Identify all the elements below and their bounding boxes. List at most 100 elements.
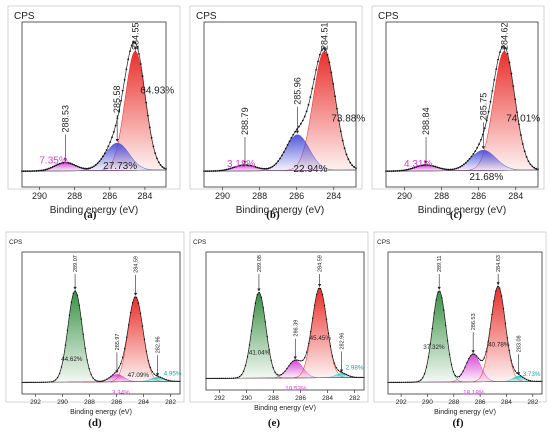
measured-point [485, 351, 487, 353]
measured-point [169, 380, 171, 382]
measured-point [278, 374, 280, 376]
measured-point [512, 366, 514, 368]
measured-point [122, 356, 124, 359]
measured-point [147, 360, 150, 362]
measured-point [55, 164, 58, 167]
measured-point [54, 379, 57, 381]
measured-point [94, 379, 96, 381]
component-percentage: 3.73% [523, 371, 541, 378]
measured-point [67, 162, 70, 164]
measured-point [62, 161, 65, 164]
measured-point [104, 379, 106, 381]
measured-point [108, 377, 110, 379]
plot-area [203, 21, 357, 188]
measured-point [330, 71, 333, 74]
peak-arrowhead [496, 282, 500, 286]
measured-point [84, 347, 86, 350]
measured-point [286, 143, 289, 146]
component-percentage: 45.45% [310, 335, 332, 342]
peak-arrowhead [322, 47, 326, 51]
measured-point [474, 150, 477, 152]
measured-point [336, 107, 338, 110]
measured-point [325, 318, 328, 320]
measured-point [45, 381, 47, 383]
background-line [203, 169, 356, 172]
measured-point [396, 170, 399, 172]
measured-point [114, 124, 117, 127]
component-peak-284.63 [446, 286, 543, 383]
measured-point [96, 162, 99, 165]
measured-point [33, 170, 36, 172]
measured-point [250, 330, 253, 332]
measured-point [254, 302, 257, 304]
measured-point [395, 381, 397, 384]
measured-point [254, 166, 257, 168]
measured-point [483, 357, 485, 359]
measured-point [514, 98, 517, 101]
y-axis-label: CPS [196, 11, 217, 22]
measured-point [267, 167, 270, 170]
measured-point [409, 167, 412, 170]
measured-point [320, 49, 323, 51]
peak-position-label: 284.62 [499, 22, 509, 50]
measured-point [139, 63, 142, 65]
measured-point [421, 377, 424, 379]
measured-point [404, 169, 406, 172]
measured-point [91, 166, 94, 169]
measured-point [300, 360, 302, 362]
measured-point [531, 165, 534, 168]
measured-point [230, 377, 233, 379]
measured-point [487, 341, 489, 343]
measured-point [118, 367, 120, 369]
measured-point [464, 161, 467, 164]
measured-point [240, 374, 243, 376]
measured-point [525, 378, 528, 381]
measured-point [159, 164, 162, 166]
measured-point [529, 380, 532, 382]
peak-arrowhead [155, 373, 160, 377]
measured-point [506, 52, 509, 55]
x-tick-label: 288 [252, 191, 267, 201]
component-percentage: 41.04% [249, 349, 271, 356]
component-percentage: 10.53% [285, 386, 307, 393]
measured-point [100, 380, 102, 382]
measured-point [437, 291, 439, 293]
measured-point [66, 329, 69, 332]
measured-point [220, 169, 223, 172]
x-axis-label: Binding energy (eV) [418, 205, 506, 216]
measured-point [319, 53, 321, 56]
measured-point [87, 167, 90, 170]
measured-point [229, 377, 231, 380]
measured-point [44, 168, 47, 171]
measured-point [232, 377, 235, 379]
measured-point [31, 381, 33, 384]
x-tick-label: 286 [102, 191, 117, 201]
component-percentage: 47.09% [128, 372, 150, 379]
measured-point [105, 149, 108, 151]
measured-point [35, 381, 37, 384]
measured-point [402, 381, 405, 383]
measured-point [52, 380, 55, 382]
x-axis-label: Binding energy (eV) [254, 405, 316, 412]
peak-position-label: 289.07 [73, 255, 79, 272]
x-tick-label: 290 [397, 191, 412, 201]
component-percentage: 21.68% [469, 172, 503, 183]
measured-point [472, 153, 475, 155]
measured-point [145, 350, 148, 352]
measured-point [349, 161, 352, 164]
measured-point [309, 96, 312, 99]
measured-point [23, 381, 25, 384]
peak-position-label: 285.97 [115, 334, 121, 351]
measured-point [218, 169, 221, 172]
measured-point [477, 357, 480, 359]
measured-point [533, 166, 536, 169]
measured-point [73, 164, 76, 166]
measured-point [288, 140, 291, 143]
measured-point [153, 373, 156, 375]
measured-point [262, 307, 264, 309]
measured-point [313, 304, 316, 306]
measured-point [453, 168, 456, 170]
measured-point [222, 169, 224, 172]
peak-position-label: 286.39 [293, 320, 299, 337]
measured-point [133, 296, 136, 299]
